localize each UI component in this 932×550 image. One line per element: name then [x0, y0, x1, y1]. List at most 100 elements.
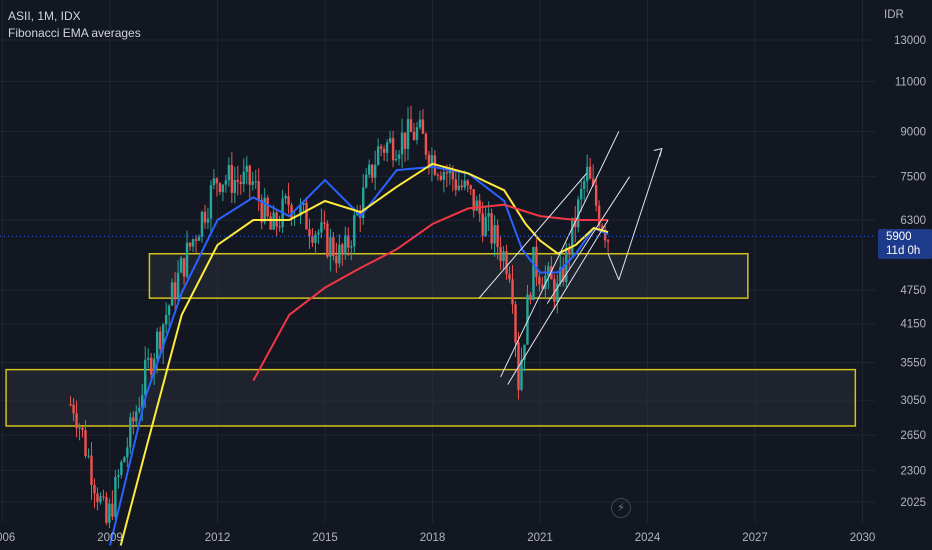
- candle-body[interactable]: [472, 189, 475, 211]
- trend-line[interactable]: [607, 253, 620, 281]
- candle-body[interactable]: [329, 237, 332, 257]
- candle-body[interactable]: [400, 132, 404, 155]
- candle-body[interactable]: [397, 154, 401, 159]
- candle-body[interactable]: [597, 205, 601, 226]
- candle-body[interactable]: [475, 200, 478, 211]
- candle-body[interactable]: [523, 344, 526, 360]
- trend-line[interactable]: [546, 176, 631, 304]
- candle-body[interactable]: [150, 357, 153, 375]
- candle-body[interactable]: [78, 427, 81, 429]
- candle-body[interactable]: [338, 244, 341, 264]
- candle-body[interactable]: [547, 266, 550, 276]
- candle-body[interactable]: [164, 314, 168, 325]
- candle-body[interactable]: [257, 181, 260, 200]
- candle-body[interactable]: [508, 274, 511, 280]
- candle-body[interactable]: [421, 119, 425, 134]
- candle-body[interactable]: [185, 242, 189, 277]
- candle-body[interactable]: [582, 181, 586, 189]
- candle-body[interactable]: [382, 148, 386, 153]
- candle-body[interactable]: [532, 246, 535, 300]
- candle-body[interactable]: [344, 235, 347, 255]
- candle-body[interactable]: [129, 417, 132, 448]
- candle-body[interactable]: [469, 185, 472, 190]
- candle-body[interactable]: [320, 222, 323, 233]
- candle-body[interactable]: [591, 178, 595, 185]
- candle-body[interactable]: [263, 197, 266, 223]
- candle-body[interactable]: [173, 282, 177, 300]
- candle-body[interactable]: [370, 164, 374, 178]
- candle-body[interactable]: [108, 503, 111, 523]
- candle-body[interactable]: [206, 218, 210, 223]
- candle-body[interactable]: [463, 180, 466, 188]
- candle-body[interactable]: [117, 475, 120, 478]
- candle-body[interactable]: [580, 188, 583, 200]
- candle-body[interactable]: [138, 407, 141, 412]
- candle-body[interactable]: [120, 461, 123, 476]
- support-zone-1[interactable]: [148, 252, 749, 299]
- candle-body[interactable]: [439, 175, 443, 180]
- candle-body[interactable]: [353, 215, 356, 247]
- candle-body[interactable]: [577, 199, 580, 228]
- candle-body[interactable]: [144, 359, 147, 396]
- symbol-line[interactable]: ASII, 1M, IDX: [8, 9, 81, 23]
- candle-body[interactable]: [535, 246, 538, 277]
- trend-line[interactable]: [500, 131, 620, 378]
- candle-body[interactable]: [233, 179, 237, 193]
- candle-body[interactable]: [562, 267, 565, 282]
- candle-body[interactable]: [87, 455, 90, 457]
- candle-body[interactable]: [155, 331, 159, 359]
- candle-body[interactable]: [167, 305, 171, 315]
- candle-body[interactable]: [362, 187, 365, 219]
- candle-body[interactable]: [341, 244, 344, 255]
- trend-line[interactable]: [507, 219, 609, 385]
- candle-body[interactable]: [170, 282, 174, 306]
- candle-body[interactable]: [418, 119, 422, 128]
- candle-body[interactable]: [161, 324, 165, 349]
- candle-body[interactable]: [305, 202, 308, 230]
- candle-body[interactable]: [391, 138, 395, 161]
- candle-body[interactable]: [302, 202, 305, 205]
- candle-body[interactable]: [176, 272, 180, 300]
- candle-body[interactable]: [105, 496, 108, 523]
- candle-body[interactable]: [496, 225, 499, 248]
- candle-body[interactable]: [541, 284, 544, 289]
- candle-body[interactable]: [526, 294, 529, 345]
- candle-body[interactable]: [350, 246, 353, 248]
- candle-body[interactable]: [448, 169, 452, 174]
- candle-body[interactable]: [126, 447, 129, 458]
- candle-body[interactable]: [490, 212, 493, 244]
- candle-body[interactable]: [84, 430, 87, 456]
- candle-body[interactable]: [132, 417, 135, 422]
- candle-body[interactable]: [197, 236, 201, 241]
- candle-body[interactable]: [158, 331, 162, 349]
- candle-body[interactable]: [141, 395, 144, 408]
- candle-body[interactable]: [203, 211, 207, 223]
- candle-body[interactable]: [218, 183, 222, 193]
- candle-body[interactable]: [227, 165, 231, 181]
- candle-body[interactable]: [514, 304, 517, 343]
- candle-body[interactable]: [102, 496, 105, 498]
- candle-body[interactable]: [69, 404, 72, 406]
- candle-body[interactable]: [544, 275, 547, 289]
- candle-body[interactable]: [430, 155, 434, 167]
- candle-body[interactable]: [287, 196, 290, 205]
- candle-body[interactable]: [251, 181, 254, 185]
- candle-body[interactable]: [96, 493, 99, 503]
- candle-body[interactable]: [388, 138, 392, 143]
- candle-body[interactable]: [529, 294, 532, 300]
- candle-body[interactable]: [409, 119, 413, 133]
- candle-body[interactable]: [200, 211, 204, 237]
- candle-body[interactable]: [260, 199, 263, 223]
- candle-body[interactable]: [376, 146, 380, 165]
- candle-body[interactable]: [442, 172, 446, 180]
- candle-body[interactable]: [123, 457, 126, 462]
- candle-body[interactable]: [445, 172, 449, 174]
- candle-body[interactable]: [152, 358, 156, 375]
- candle-body[interactable]: [191, 239, 195, 247]
- candle-body[interactable]: [347, 235, 350, 248]
- candle-body[interactable]: [394, 158, 398, 161]
- candle-body[interactable]: [427, 154, 431, 167]
- candle-body[interactable]: [520, 359, 523, 390]
- candle-body[interactable]: [367, 164, 371, 175]
